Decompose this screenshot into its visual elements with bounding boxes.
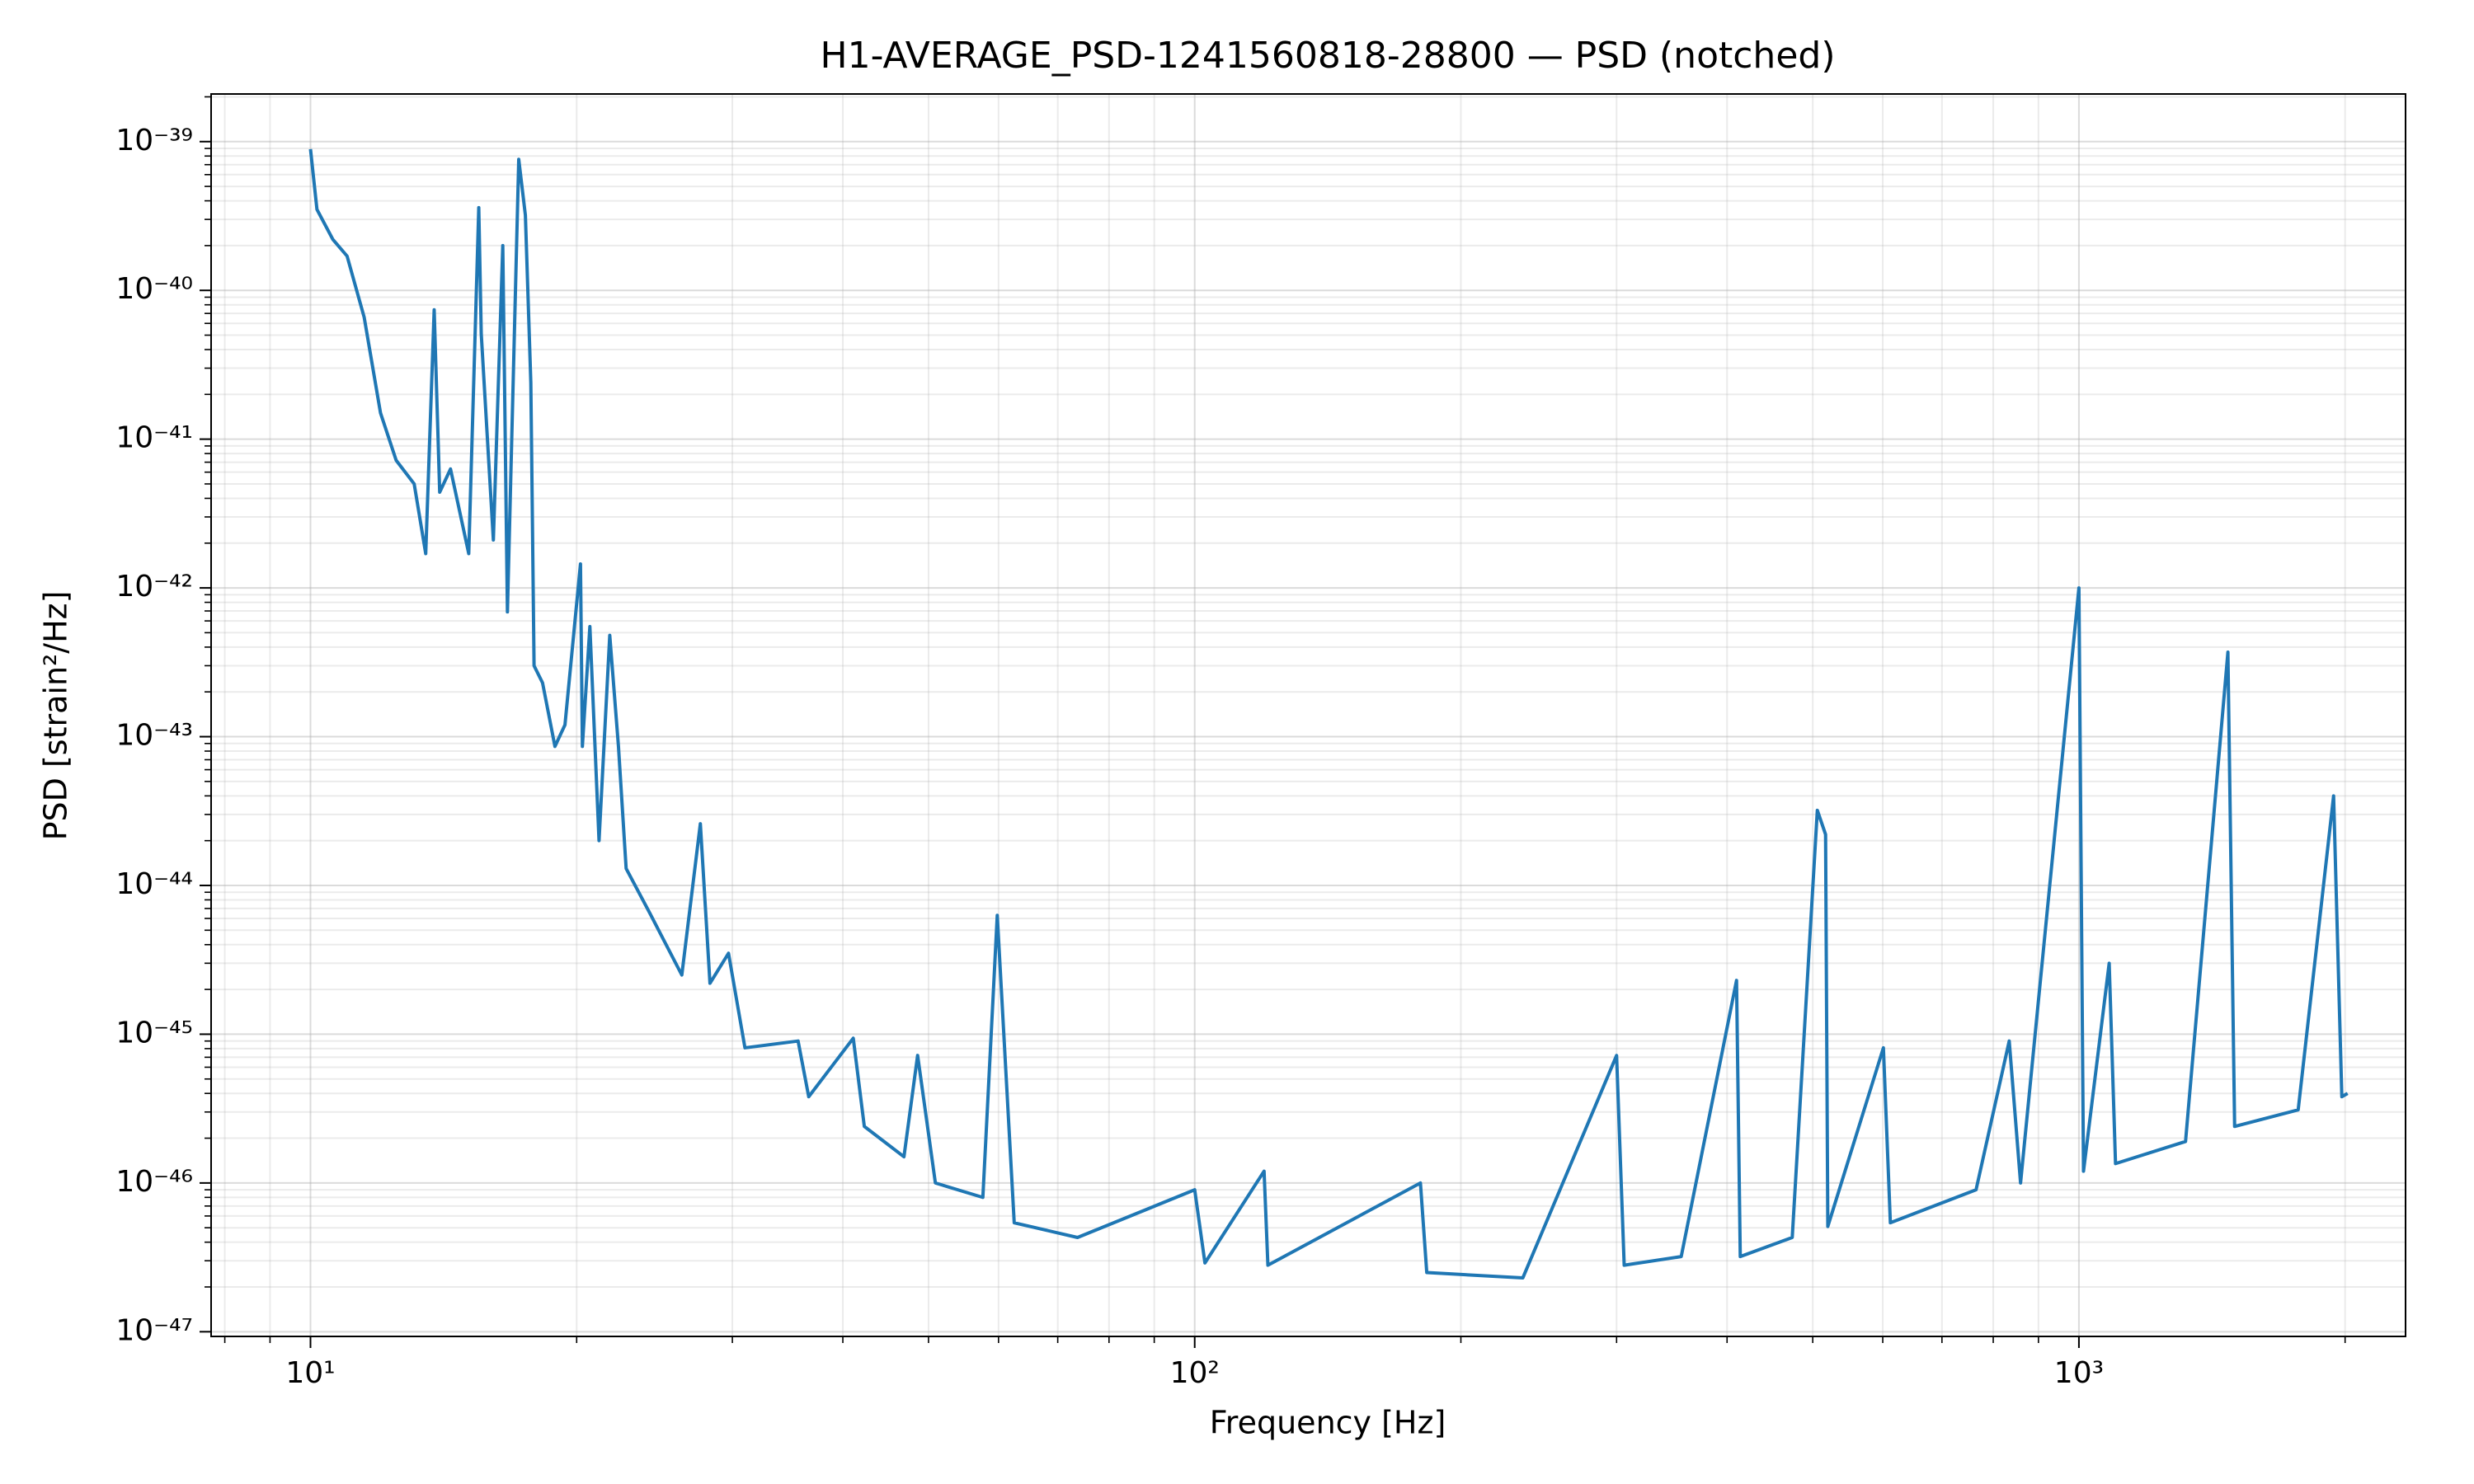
y-tick-label: 10⁻⁴² (115, 570, 193, 603)
y-tick-label: 10⁻⁴⁷ (115, 1313, 193, 1347)
y-tick-label: 10⁻⁴³ (115, 719, 193, 753)
x-tick-label: 10¹ (285, 1356, 335, 1390)
y-tick-label: 10⁻⁴⁶ (115, 1165, 193, 1199)
y-tick-label: 10⁻⁴⁴ (115, 867, 193, 901)
psd-line (308, 148, 2349, 1280)
x-tick-label: 10³ (2054, 1356, 2104, 1390)
y-tick-label: 10⁻³⁹ (115, 124, 193, 157)
x-tick-label: 10² (1170, 1356, 1220, 1390)
y-axis-label: PSD [strain²/Hz] (38, 591, 74, 841)
plot-frame (210, 93, 2406, 1337)
chart-title: H1-AVERAGE_PSD-1241560818-28800 — PSD (n… (821, 35, 1836, 77)
y-tick-label: 10⁻⁴⁰ (115, 272, 193, 306)
x-axis-label: Frequency [Hz] (1210, 1405, 1446, 1441)
y-tick-label: 10⁻⁴⁵ (115, 1016, 193, 1050)
y-tick-label: 10⁻⁴¹ (115, 421, 193, 455)
